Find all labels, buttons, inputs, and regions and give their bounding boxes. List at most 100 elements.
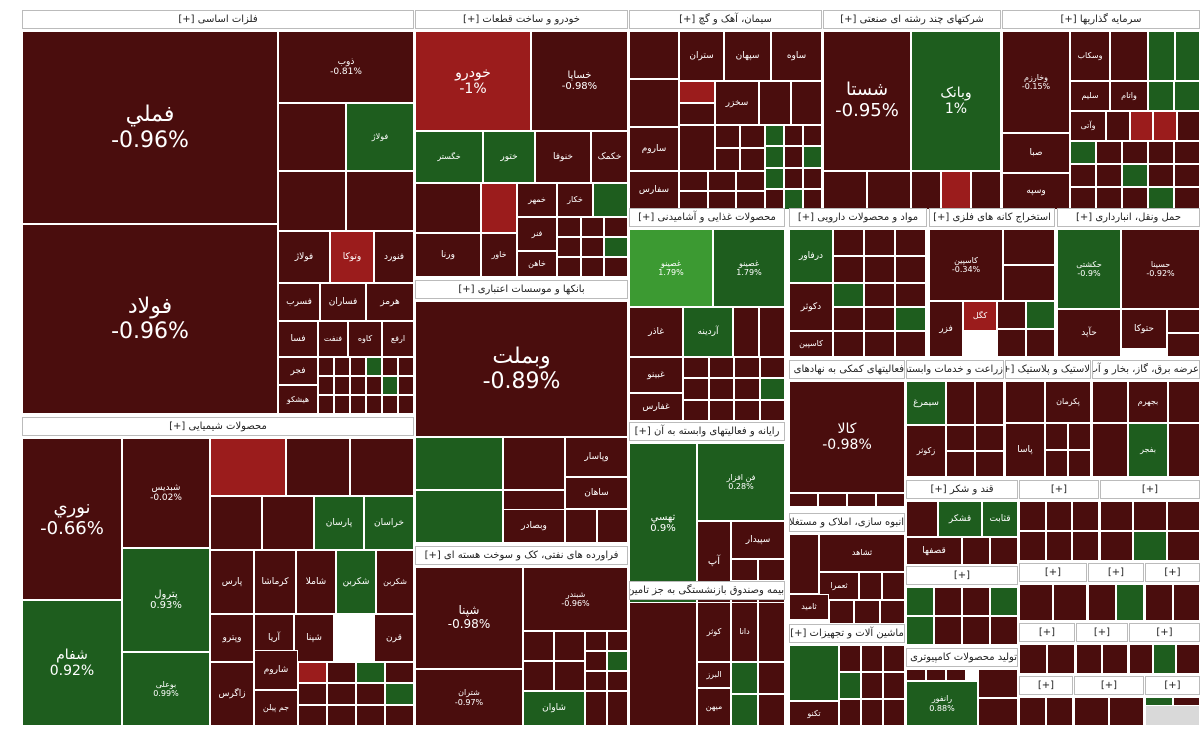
stock-tile[interactable]: فولاژ [278,231,330,283]
stock-cell[interactable] [318,357,334,376]
sector-header[interactable]: خودرو و ساخت قطعات [+] [415,10,628,29]
stock-cell[interactable] [765,167,784,189]
stock-cell[interactable] [759,357,785,379]
stock-tile[interactable]: شاروم [254,650,298,690]
stock-tile[interactable]: خودرو -1% [415,31,531,131]
stock-cell[interactable] [629,31,679,79]
stock-cell[interactable] [895,331,926,357]
stock-tile[interactable]: خکار [557,183,593,217]
stock-tile[interactable]: ستران [679,31,724,81]
sector-header[interactable]: فعالیتهای کمکی به نهادهای مالی [+] [789,360,905,379]
stock-cell[interactable] [867,171,911,210]
stock-cell[interactable] [883,645,905,672]
stock-cell[interactable] [906,616,934,645]
stock-cell[interactable] [833,283,864,307]
stock-cell[interactable] [350,395,366,414]
stock-cell[interactable] [356,662,385,684]
stock-cell[interactable] [398,395,414,414]
stock-tile[interactable]: وتوکا [330,231,374,283]
stock-tile[interactable]: قثابت [982,501,1018,537]
stock-tile[interactable]: فساران [320,283,366,321]
stock-cell[interactable] [366,357,382,376]
sector-header[interactable]: فلزات اساسی [+] [22,10,414,29]
stock-cell[interactable] [356,683,385,705]
stock-cell[interactable] [382,395,398,414]
stock-tile[interactable]: کاسپین -0.34% [929,229,1003,301]
stock-tile[interactable]: وآتی [1070,111,1106,141]
stock-cell[interactable] [580,237,605,257]
stock-cell[interactable] [679,125,715,171]
stock-cell[interactable] [975,451,1004,477]
stock-cell[interactable] [585,631,607,651]
stock-cell[interactable] [606,671,628,691]
stock-cell[interactable] [833,229,864,256]
stock-cell[interactable] [1019,644,1047,674]
stock-cell[interactable] [1068,423,1091,450]
stock-cell[interactable] [1153,111,1177,141]
stock-cell[interactable] [975,425,1004,451]
sector-header[interactable]: مواد و محصولات دارویی [+] [789,208,927,227]
stock-cell[interactable] [683,357,709,379]
stock-tile[interactable]: وبملت -0.89% [415,301,628,437]
stock-cell[interactable] [679,103,715,125]
stock-cell[interactable] [803,188,822,210]
stock-tile[interactable]: شپنا [294,614,334,662]
stock-tile[interactable]: قصفها [906,537,962,565]
stock-cell[interactable] [554,631,585,661]
stock-cell[interactable] [765,125,784,147]
stock-cell[interactable] [975,381,1004,425]
stock-cell[interactable] [1045,531,1073,561]
stock-cell[interactable] [382,357,398,376]
stock-cell[interactable] [629,602,697,726]
stock-tile[interactable]: فسا [278,321,318,357]
stock-tile[interactable]: فملي -0.96% [22,31,278,224]
stock-cell[interactable] [1174,187,1200,210]
stock-cell[interactable] [876,493,905,507]
stock-tile[interactable]: قشکر [938,501,982,537]
stock-tile[interactable]: ثامید [789,594,829,620]
stock-tile[interactable]: هرمز [366,283,414,321]
stock-cell[interactable] [883,699,905,726]
stock-tile[interactable]: فنر [517,217,557,251]
stock-cell[interactable] [1148,187,1174,210]
stock-cell[interactable] [1145,705,1200,726]
stock-cell[interactable] [859,572,882,600]
stock-cell[interactable] [789,493,818,507]
stock-cell[interactable] [833,256,864,283]
sector-header[interactable]: حمل ونقل، انبارداری [+] [1057,208,1200,227]
stock-cell[interactable] [1166,501,1200,531]
stock-cell[interactable] [789,645,839,701]
stock-cell[interactable] [585,671,607,691]
stock-cell[interactable] [1019,501,1046,531]
stock-cell[interactable] [334,376,350,395]
stock-cell[interactable] [1174,141,1200,164]
stock-cell[interactable] [765,188,784,210]
stock-cell[interactable] [790,81,822,125]
stock-cell[interactable] [978,669,1018,698]
stock-tile[interactable]: خمهر [517,183,557,217]
stock-tile[interactable]: قرن [374,614,414,662]
stock-cell[interactable] [784,167,803,189]
stock-tile[interactable]: بفجر [1128,423,1168,477]
stock-tile[interactable]: کاوه [348,321,382,357]
stock-cell[interactable] [731,559,758,581]
stock-tile[interactable]: دانا [731,602,758,662]
stock-tile[interactable]: ارفع [382,321,414,357]
stock-tile[interactable]: کوثر [697,602,731,662]
stock-cell[interactable] [1019,531,1046,561]
sector-header[interactable]: [+] [906,566,1018,585]
stock-cell[interactable] [839,672,861,699]
stock-cell[interactable] [327,704,356,726]
stock-cell[interactable] [997,329,1026,357]
stock-cell[interactable] [906,501,938,537]
stock-tile[interactable]: خاهن [517,251,557,277]
stock-cell[interactable] [784,146,803,168]
stock-cell[interactable] [606,631,628,651]
stock-cell[interactable] [758,662,785,694]
stock-tile[interactable]: تهسي 0.9% [629,443,697,603]
stock-cell[interactable] [759,307,785,357]
stock-cell[interactable] [895,229,926,256]
stock-cell[interactable] [765,146,784,168]
stock-cell[interactable] [1152,644,1177,674]
stock-cell[interactable] [906,587,934,616]
